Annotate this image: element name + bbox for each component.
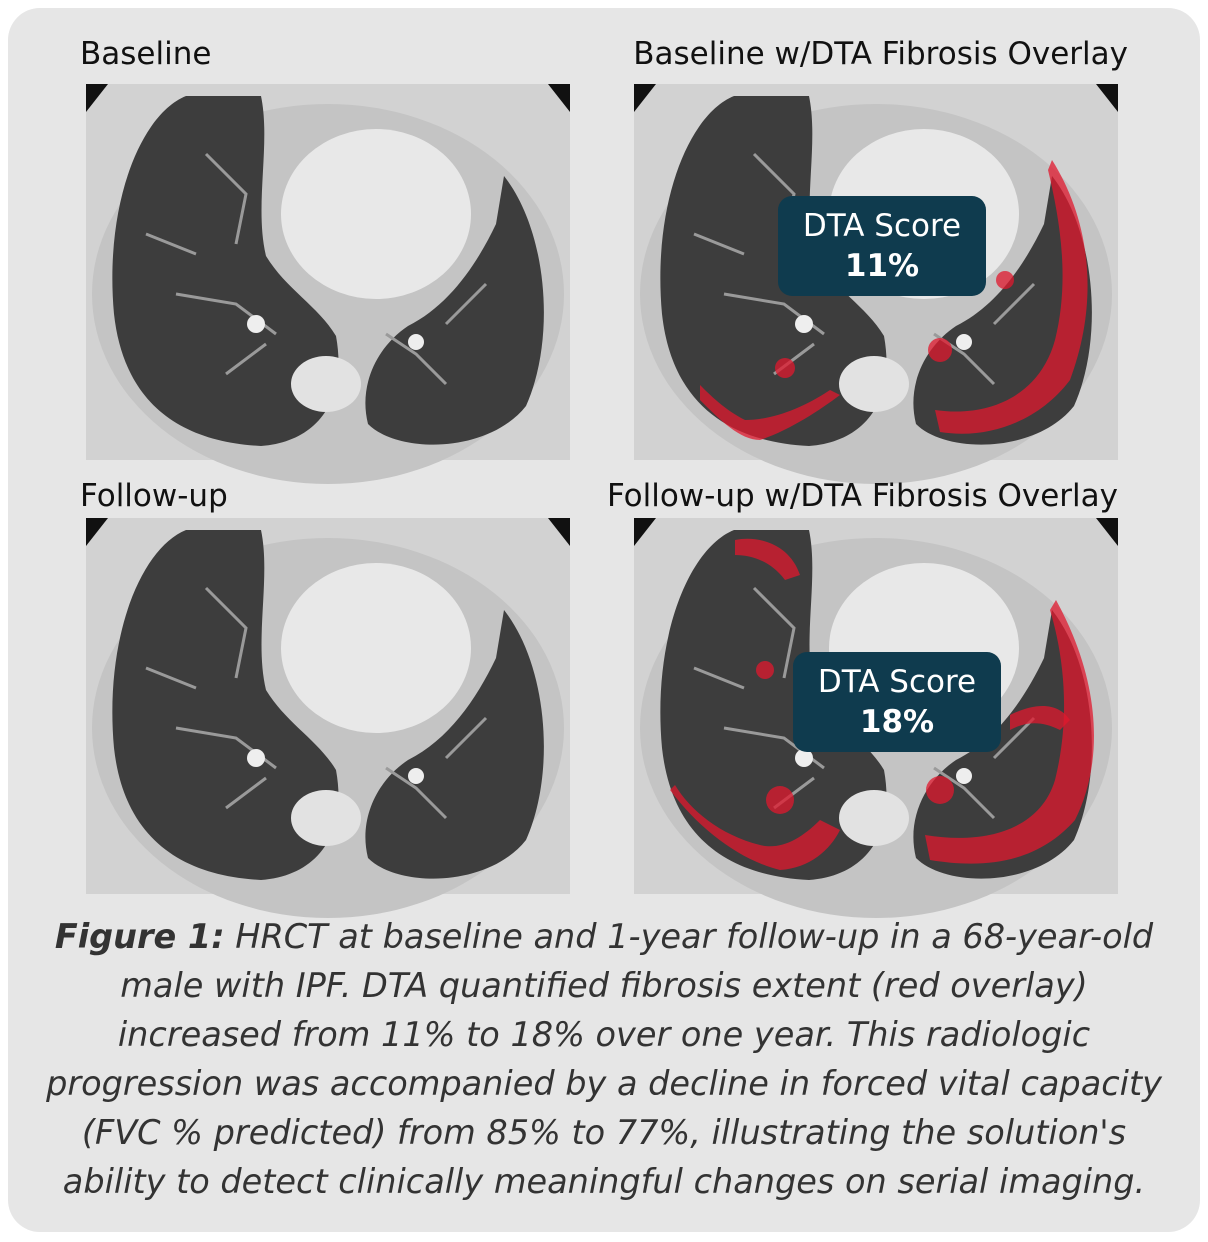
panel-label: Follow-up w/DTA Fibrosis Overlay bbox=[606, 478, 1118, 514]
panel-label: Follow-up bbox=[80, 478, 228, 514]
ct-follow-up bbox=[84, 516, 572, 920]
score-value: 11% bbox=[844, 248, 920, 284]
caption: Figure 1: HRCT at baseline and 1-year fo… bbox=[40, 912, 1168, 1206]
caption-label: Figure 1: bbox=[54, 917, 225, 956]
caption-text: HRCT at baseline and 1-year follow-up in… bbox=[46, 917, 1162, 1201]
score-value: 18% bbox=[859, 704, 935, 740]
score-label: DTA Score bbox=[802, 208, 962, 244]
score-box: DTA Score 18% bbox=[793, 652, 1001, 752]
panel-label: Baseline w/DTA Fibrosis Overlay bbox=[633, 36, 1128, 72]
ct-baseline bbox=[84, 82, 572, 486]
fibrosis-overlay bbox=[670, 160, 1094, 870]
score-box: DTA Score 11% bbox=[778, 196, 986, 296]
panel-label: Baseline bbox=[80, 36, 212, 72]
score-label: DTA Score bbox=[817, 664, 977, 700]
